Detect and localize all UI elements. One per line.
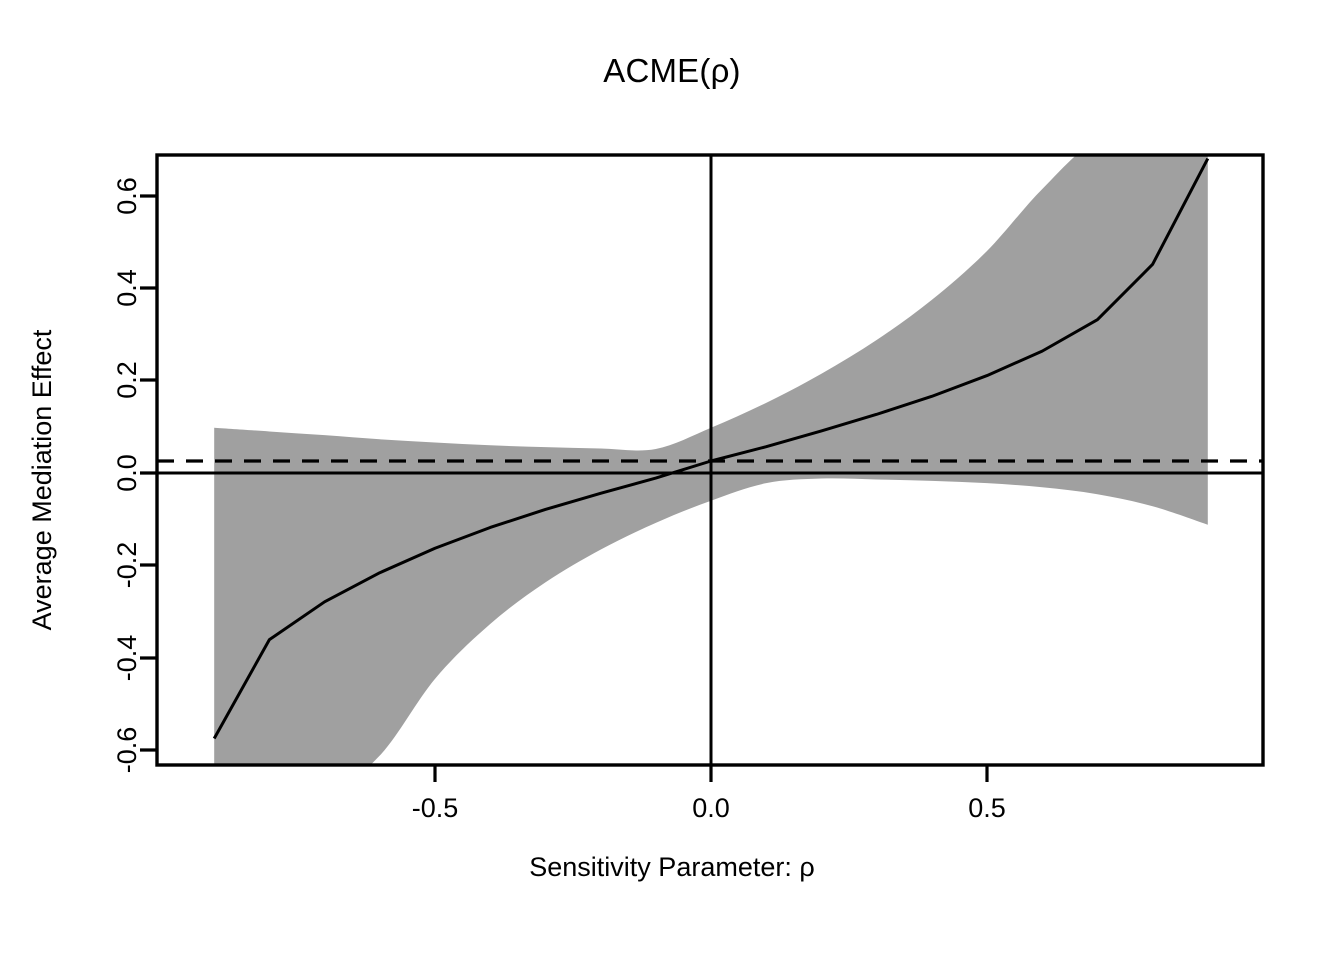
y-axis-tick-label: -0.6 xyxy=(112,727,142,774)
y-axis-tick-label: -0.4 xyxy=(112,635,142,682)
x-axis-tick-label: -0.5 xyxy=(412,793,459,823)
x-axis-ticks: -0.5 0.0 0.5 xyxy=(412,765,1006,823)
y-axis-tick-label: 0.6 xyxy=(112,177,142,215)
y-axis-tick-label: 0.2 xyxy=(112,361,142,399)
x-axis-title: Sensitivity Parameter: ρ xyxy=(529,852,815,882)
x-axis-tick-label: 0.0 xyxy=(692,793,730,823)
acme-estimate-curve xyxy=(212,157,1210,740)
y-axis-tick-label: -0.2 xyxy=(112,542,142,589)
y-axis-tick-label: 0.0 xyxy=(112,454,142,492)
y-axis-tick-label: 0.4 xyxy=(112,269,142,307)
y-axis-ticks: 0.6 0.4 0.2 0.0 -0.2 -0.4 -0.6 xyxy=(112,177,157,773)
x-axis-tick-label: 0.5 xyxy=(968,793,1006,823)
page-title: ACME(ρ) xyxy=(603,52,741,89)
